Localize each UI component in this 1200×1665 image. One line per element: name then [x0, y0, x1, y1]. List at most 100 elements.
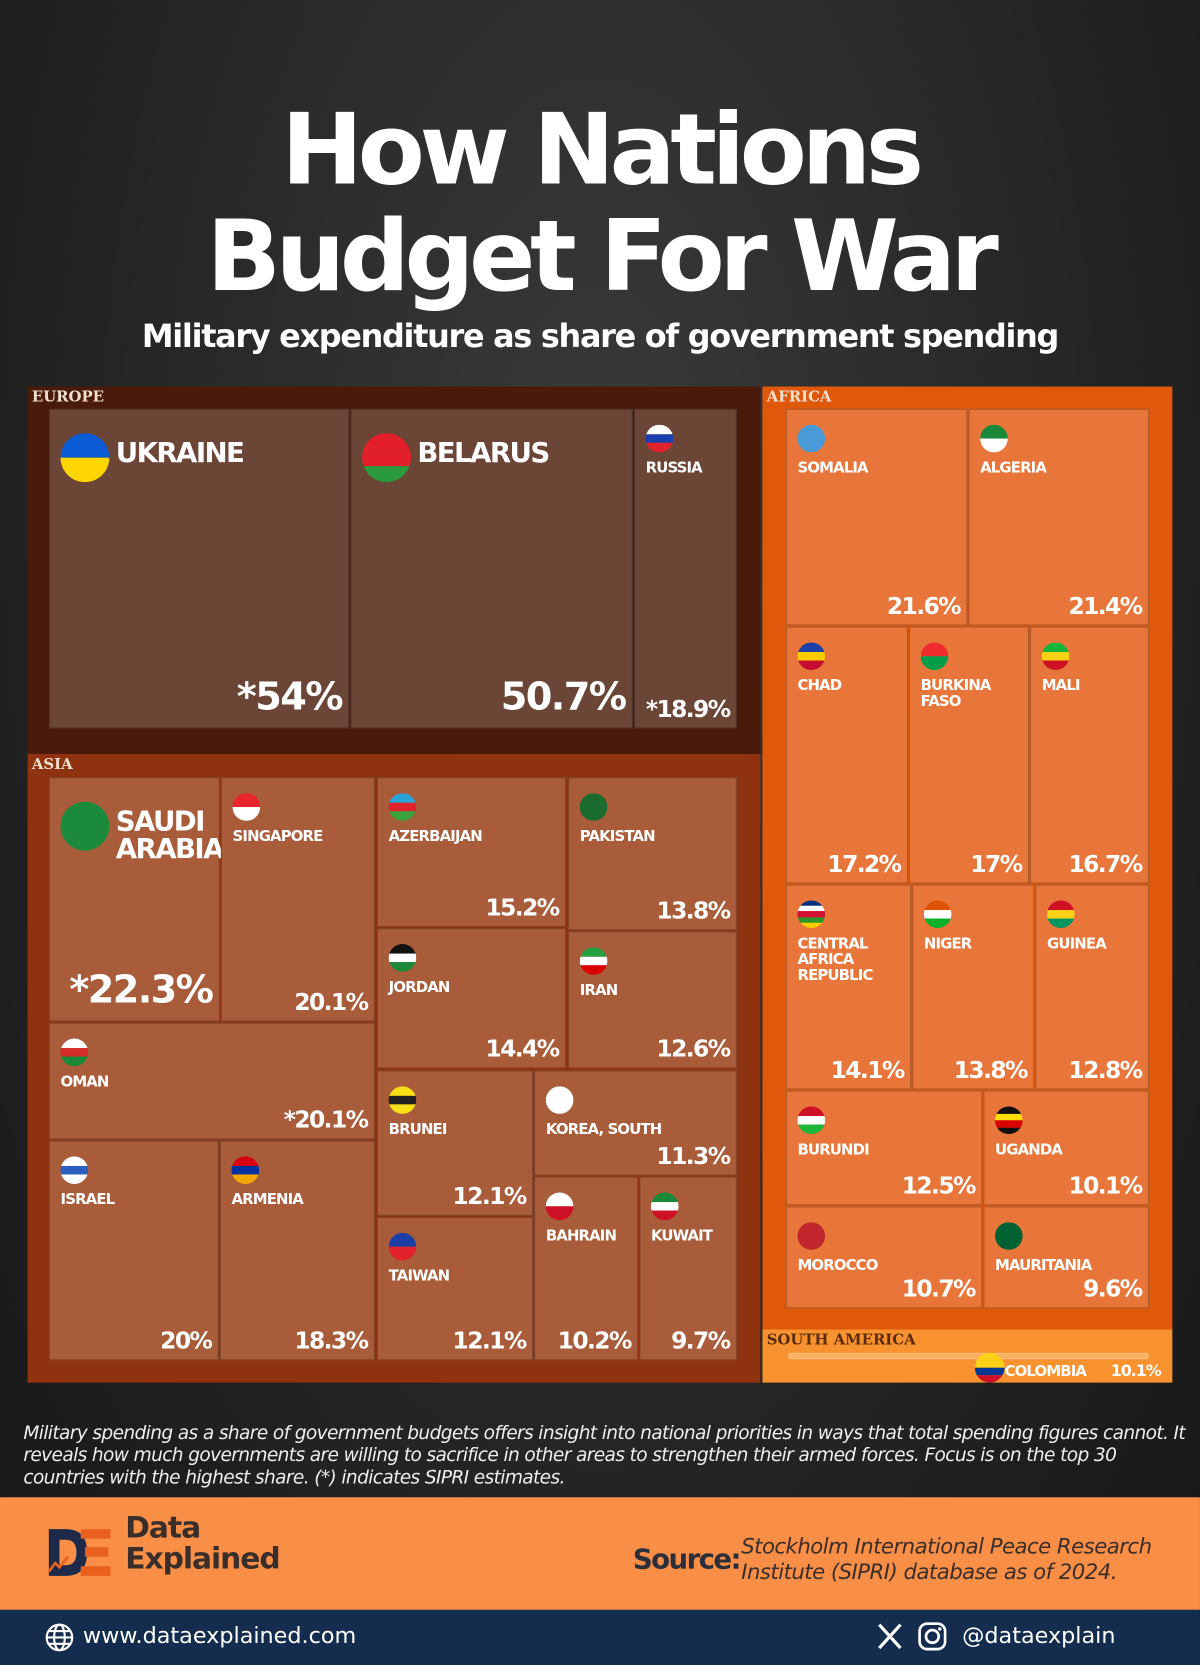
flag-icon	[388, 793, 417, 821]
flag-icon	[579, 947, 608, 975]
flag-stripe	[995, 1113, 1023, 1121]
country-name: KOREA, SOUTH	[545, 1121, 662, 1139]
country-name: IRAN	[579, 982, 618, 1000]
country-name: ISRAEL	[60, 1191, 116, 1209]
tile-somalia: SOMALIA 21.6%	[785, 408, 968, 626]
flag-icon	[231, 1156, 260, 1185]
flag-stripe	[60, 433, 110, 458]
country-name: PAKISTAN	[579, 828, 656, 846]
flag-icon	[579, 793, 608, 821]
tile-kuwait: KUWAIT 9.7%	[639, 1176, 737, 1361]
region-label: ASIA	[31, 756, 73, 774]
region-label: SOUTH AMERICA	[766, 1331, 916, 1349]
flag-stripe	[1041, 660, 1070, 671]
tile-azerbaijan: AZERBAIJAN 15.2%	[376, 777, 566, 928]
flag-stripe	[60, 801, 110, 851]
country-value: 9.6%	[1083, 1276, 1143, 1303]
country-name: SOMALIA	[797, 459, 868, 477]
country-value: 12.1%	[452, 1184, 528, 1211]
tile-burkina-faso: BURKINA FASO 17%	[908, 626, 1029, 884]
country-name: SAUDI ARABIA	[115, 805, 225, 866]
flag-icon	[797, 642, 826, 671]
website-link[interactable]: www.dataexplained.com	[82, 1622, 357, 1649]
flag-icon	[923, 900, 952, 929]
country-value: 12.5%	[901, 1173, 977, 1200]
tile-armenia: ARMENIA 18.3%	[219, 1140, 375, 1361]
flag-stripe	[388, 953, 417, 963]
region-label: AFRICA	[766, 388, 832, 406]
flag-stripe	[388, 1095, 417, 1105]
country-value: 12.8%	[1068, 1057, 1143, 1085]
flag-stripe	[362, 465, 411, 483]
country-value: *18.9%	[645, 696, 731, 724]
flag-stripe	[797, 911, 826, 918]
country-name: MAURITANIA	[995, 1257, 1092, 1275]
flag-stripe	[995, 1127, 1023, 1135]
country-name: RUSSIA	[645, 459, 703, 477]
flag-stripe	[1047, 900, 1075, 910]
flag-stripe	[797, 922, 826, 929]
subtitle: Military expenditure as share of governm…	[141, 318, 1059, 356]
flag-stripe	[231, 1156, 260, 1166]
flag-stripe	[797, 1124, 826, 1135]
colombia-bar-track	[787, 1352, 1149, 1360]
flag-icon	[980, 424, 1008, 453]
country-value: 12.6%	[656, 1036, 731, 1063]
flag-stripe	[362, 433, 411, 450]
flag-stripe	[388, 962, 417, 972]
country-value: 20.1%	[294, 989, 369, 1017]
flag-stripe	[980, 424, 1008, 439]
flag-stripe	[797, 660, 826, 671]
explanatory-note: Military spending as a share of governme…	[23, 1422, 1186, 1489]
tile-korea-south: KOREA, SOUTH 11.3%	[534, 1070, 737, 1176]
country-name: MALI	[1041, 677, 1081, 695]
x-icon[interactable]	[877, 1623, 902, 1651]
country-value: 18.3%	[294, 1328, 369, 1355]
tile-mali: MALI 16.7%	[1030, 626, 1149, 884]
flag-stripe	[60, 1174, 89, 1185]
flag-stripe	[388, 944, 417, 954]
country-value: 21.4%	[1068, 593, 1143, 621]
instagram-icon[interactable]	[917, 1622, 947, 1652]
flag-icon	[995, 1222, 1023, 1250]
country-value: 9.7%	[671, 1328, 731, 1355]
country-name: CHAD	[797, 677, 842, 695]
flag-stripe	[995, 1106, 1023, 1114]
country-name: KUWAIT	[650, 1227, 713, 1245]
flag-icon	[797, 900, 826, 929]
flag-stripe	[995, 1222, 1023, 1250]
flag-icon	[545, 1192, 574, 1221]
flag-stripe	[650, 1201, 679, 1211]
flag-stripe	[1041, 642, 1070, 652]
flag-stripe	[974, 1352, 1005, 1361]
flag-icon	[920, 642, 949, 671]
brand-name: Data Explained	[125, 1512, 280, 1574]
country-name: COLOMBIA	[1004, 1363, 1087, 1381]
flag-icon	[60, 1156, 89, 1185]
flag-stripe	[60, 1056, 89, 1067]
tile-algeria: ALGERIA 21.4%	[968, 408, 1149, 626]
country-name: AZERBAIJAN	[388, 828, 483, 846]
flag-stripe	[797, 906, 826, 912]
country-name: BRUNEI	[388, 1121, 448, 1139]
country-value: 10.1%	[1068, 1173, 1143, 1200]
flag-stripe	[388, 793, 417, 803]
tile-belarus: BELARUS 50.7%	[350, 408, 633, 729]
social-handle[interactable]: @dataexplain	[962, 1622, 1116, 1649]
country-name: BAHRAIN	[545, 1227, 617, 1245]
flag-stripe	[60, 1165, 89, 1175]
country-value: 10.2%	[557, 1328, 633, 1355]
source-label: Source:	[632, 1544, 742, 1576]
country-value: *20.1%	[283, 1107, 369, 1135]
tile-pakistan: PAKISTAN 13.8%	[568, 777, 737, 931]
flag-stripe	[1041, 651, 1070, 661]
flag-icon	[995, 1106, 1023, 1135]
flag-stripe	[980, 438, 1008, 453]
country-name: ARMENIA	[231, 1191, 303, 1209]
flag-stripe	[797, 1115, 826, 1125]
flag-stripe	[545, 1192, 574, 1207]
flag-stripe	[797, 900, 826, 907]
flag-stripe	[923, 909, 952, 919]
country-value: 10.7%	[901, 1276, 977, 1303]
flag-icon	[1041, 642, 1070, 671]
